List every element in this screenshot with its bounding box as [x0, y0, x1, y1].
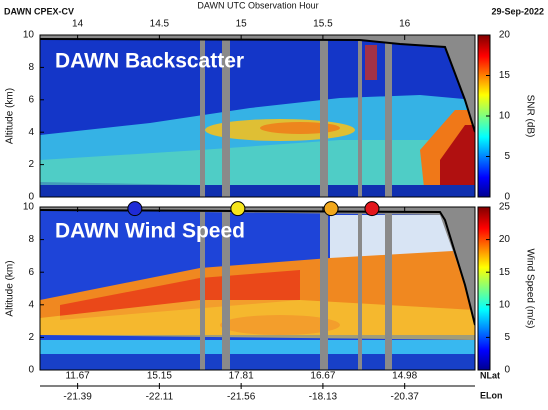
- y-tick-label: 8: [28, 62, 34, 73]
- colorbar-tick-label: 0: [504, 192, 510, 203]
- mission-label: DAWN CPEX-CV: [4, 6, 74, 16]
- colorbar-tick-label: 10: [499, 111, 511, 122]
- y-tick-label: 2: [28, 159, 34, 170]
- lat-label: NLat: [480, 370, 500, 380]
- colorbar-tick-label: 25: [499, 202, 511, 213]
- lon-value: -22.11: [146, 392, 174, 403]
- x-tick-label: 15: [236, 19, 248, 30]
- colorbar-tick-label: 10: [499, 299, 511, 310]
- x-tick-label: 14.5: [150, 19, 170, 30]
- y-axis-title: Altitude (km): [5, 88, 16, 144]
- dropsonde-marker: [323, 201, 339, 217]
- lon-value: -18.13: [309, 392, 338, 403]
- colorbar-tick-label: 20: [499, 30, 511, 41]
- y-tick-label: 6: [28, 94, 34, 105]
- y-tick-label: 10: [23, 30, 35, 41]
- colorbar-tick-label: 20: [499, 234, 511, 245]
- y-tick-label: 10: [23, 202, 35, 213]
- colorbar-tick-label: 0: [504, 365, 510, 376]
- x-tick-label: 16: [399, 19, 411, 30]
- dropsonde-marker: [364, 201, 380, 217]
- wind-curtain: [40, 207, 475, 370]
- panel-frame: [39, 34, 476, 198]
- y-tick-label: 2: [28, 332, 34, 343]
- lat-value: 14.98: [392, 371, 417, 382]
- y-tick-label: 6: [28, 267, 34, 278]
- y-tick-label: 0: [28, 192, 34, 203]
- y-axis-title: Altitude (km): [5, 260, 16, 316]
- lon-value: -21.56: [227, 392, 256, 403]
- lon-label: ELon: [480, 390, 503, 400]
- colorbar-tick-label: 5: [504, 151, 510, 162]
- y-tick-label: 0: [28, 365, 34, 376]
- colorbar-tick-label: 5: [504, 332, 510, 343]
- x-tick-label: 15.5: [313, 19, 333, 30]
- colorbar-tick-label: 15: [499, 267, 511, 278]
- x-axis-title: DAWN UTC Observation Hour: [197, 0, 318, 10]
- panel-frame: [39, 206, 476, 371]
- lat-value: 15.15: [147, 371, 172, 382]
- lat-value: 11.67: [65, 371, 90, 382]
- date-label: 29-Sep-2022: [491, 6, 544, 16]
- x-tick-label: 14: [72, 19, 84, 30]
- backscatter-curtain: [40, 35, 475, 197]
- colorbar-tick-label: 15: [499, 70, 511, 81]
- panel-title: DAWN Wind Speed: [55, 220, 245, 243]
- lon-value: -21.39: [63, 392, 92, 403]
- colorbar-title: SNR (dB): [524, 95, 535, 138]
- colorbar-title: Wind Speed (m/s): [524, 248, 535, 328]
- y-tick-label: 4: [28, 127, 34, 138]
- y-tick-label: 8: [28, 234, 34, 245]
- dropsonde-marker: [230, 201, 246, 217]
- lat-value: 16.67: [310, 371, 335, 382]
- lon-value: -20.37: [391, 392, 420, 403]
- dropsonde-marker: [127, 201, 143, 217]
- panel-title: DAWN Backscatter: [55, 50, 244, 73]
- colorbar: [477, 206, 491, 371]
- y-tick-label: 4: [28, 299, 34, 310]
- lat-value: 17.81: [229, 371, 254, 382]
